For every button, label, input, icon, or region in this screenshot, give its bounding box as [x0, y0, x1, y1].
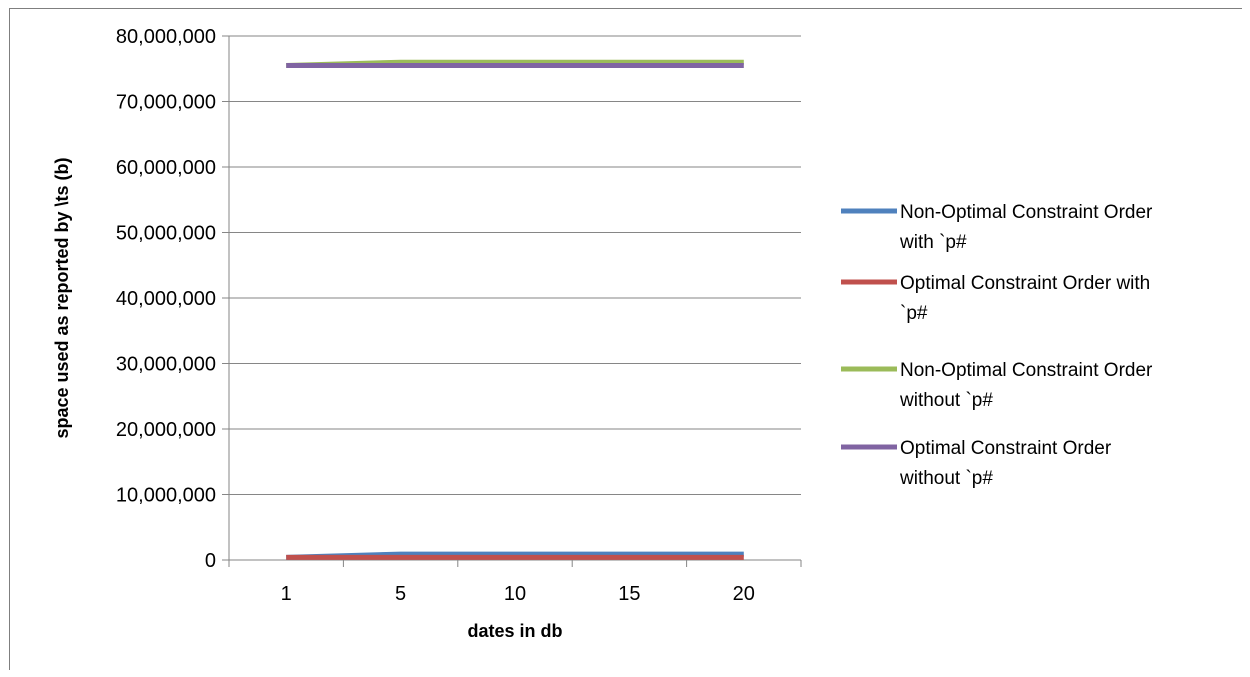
legend-label: Optimal Constraint Order: [900, 438, 1112, 459]
x-tick-label: 1: [281, 583, 292, 605]
x-tick-label: 5: [395, 583, 406, 605]
legend-entry: Optimal Constraint Order without `p#: [841, 438, 1112, 489]
x-axis-title: dates in db: [467, 621, 562, 641]
y-axis-title: space used as reported by \ts (b): [52, 157, 72, 438]
legend-label: Non-Optimal Constraint Order: [900, 202, 1153, 223]
x-tick-label: 15: [618, 583, 640, 605]
y-tick-label: 20,000,000: [116, 419, 216, 441]
y-tick-label: 60,000,000: [116, 157, 216, 179]
y-tick-label: 40,000,000: [116, 288, 216, 310]
legend-entry: Optimal Constraint Order with `p#: [841, 273, 1150, 324]
y-tick-label: 80,000,000: [116, 26, 216, 48]
legend-entry: Non-Optimal Constraint Order with `p#: [841, 202, 1153, 253]
series-lines: [286, 59, 744, 560]
y-tick-label: 30,000,000: [116, 354, 216, 376]
y-tick-label: 0: [205, 550, 216, 572]
legend-entry: Non-Optimal Constraint Order without `p#: [841, 360, 1153, 411]
x-tick-label: 20: [733, 583, 755, 605]
legend-label: without `p#: [899, 468, 993, 489]
legend-label: with `p#: [899, 232, 967, 253]
legend-label: `p#: [900, 303, 928, 324]
legend: Non-Optimal Constraint Order with `p# Opti…: [841, 202, 1153, 489]
x-tick-label: 10: [504, 583, 526, 605]
legend-label: Non-Optimal Constraint Order: [900, 360, 1153, 381]
gridlines: [229, 35, 801, 495]
y-tick-label: 70,000,000: [116, 92, 216, 114]
legend-label: without `p#: [899, 390, 993, 411]
y-tick-label: 10,000,000: [116, 485, 216, 507]
legend-label: Optimal Constraint Order with: [900, 273, 1150, 294]
y-tick-label: 50,000,000: [116, 223, 216, 245]
axes: 0 10,000,000 20,000,000 30,000,000 40,000,00…: [116, 26, 802, 605]
